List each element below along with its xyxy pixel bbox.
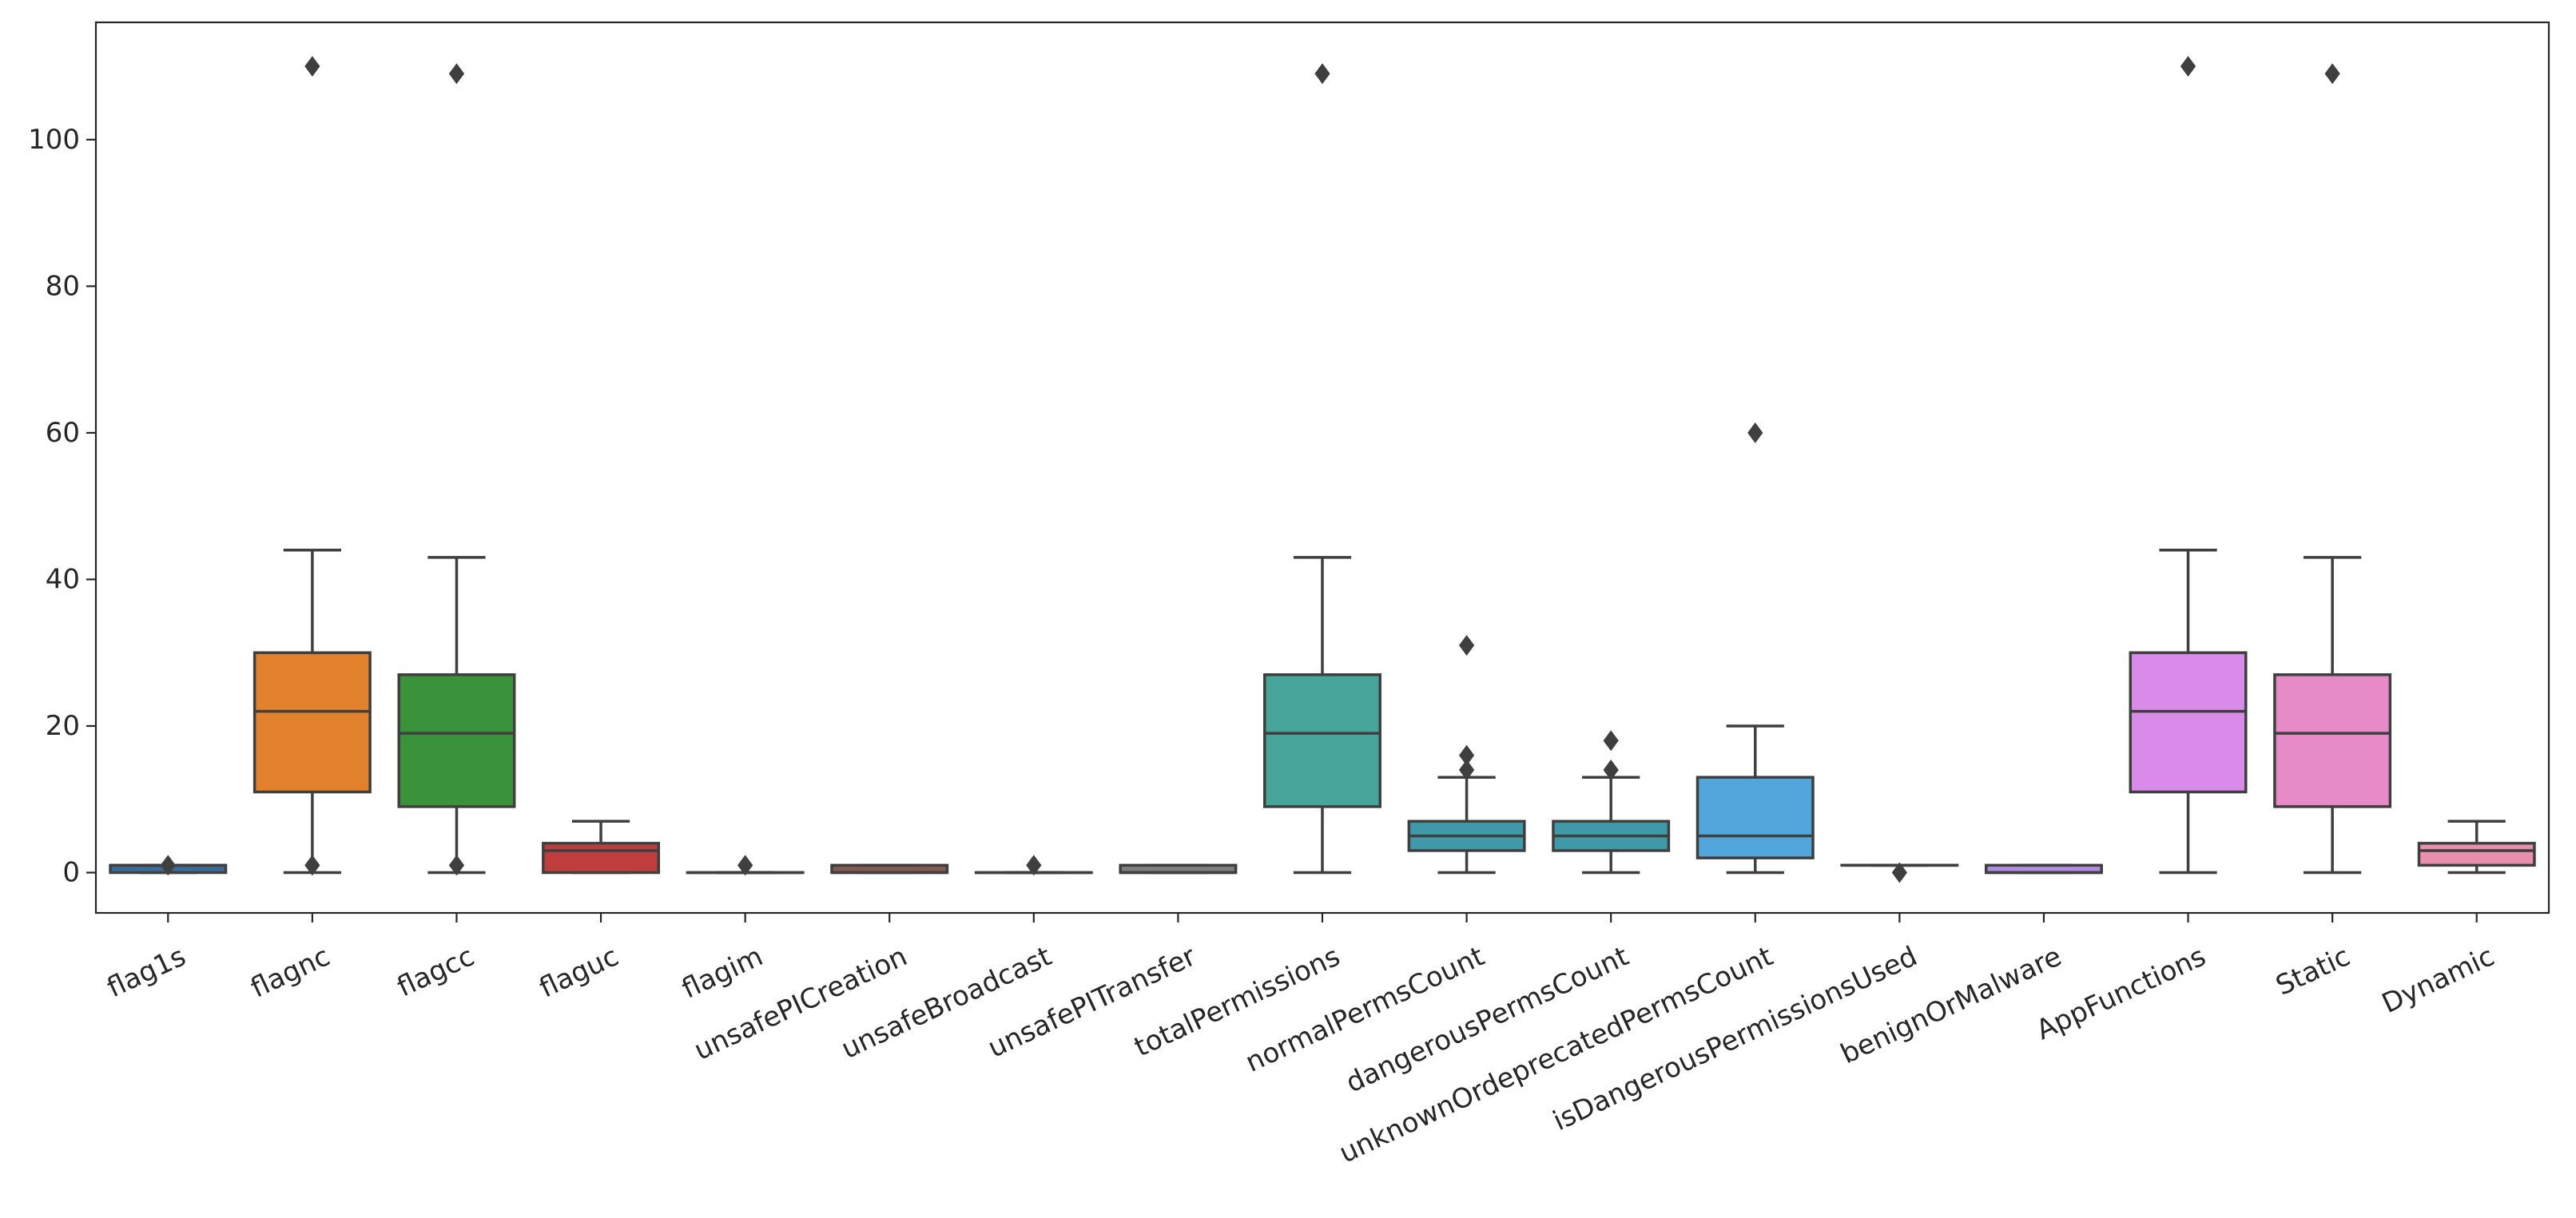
box-unsafePITransfer (1119, 863, 1238, 875)
box-unknownOrdeprecatedPermsCount (1695, 422, 1815, 875)
outlier-point (737, 855, 753, 876)
outlier-point (304, 56, 320, 77)
outlier-point (1458, 760, 1475, 781)
outlier-point (304, 855, 320, 876)
iqr-box (252, 651, 372, 794)
outlier-point (2180, 56, 2196, 77)
box-normalPermsCount (1407, 635, 1526, 875)
iqr-box (2273, 672, 2392, 808)
box-flagnc (252, 56, 372, 876)
box-flaguc (542, 819, 661, 875)
y-tick-label: 60 (46, 417, 80, 449)
outlier-point (1891, 862, 1907, 883)
iqr-box (397, 672, 516, 808)
y-axis: 0 20 40 60 80 100 (28, 124, 96, 889)
iqr-box (2129, 651, 2248, 794)
y-tick-label: 40 (46, 563, 80, 595)
outlier-point (2324, 63, 2340, 85)
iqr-box (2417, 842, 2536, 867)
box-Dynamic (2417, 819, 2536, 875)
iqr-box (542, 842, 661, 875)
box-totalPermissions (1263, 63, 1381, 875)
y-tick-label: 0 (62, 857, 80, 889)
outlier-point (1458, 635, 1475, 657)
box-flagcc (397, 63, 516, 876)
plot-frame (94, 21, 2550, 914)
box-dangerousPermsCount (1552, 730, 1671, 875)
outlier-point (448, 63, 465, 85)
box-unsafeBroadcast (974, 855, 1093, 876)
outlier-point (160, 855, 176, 876)
box-unsafePICreation (830, 863, 949, 875)
y-tick-label: 20 (46, 710, 80, 742)
box-AppFunctions (2129, 56, 2248, 875)
plot-area (109, 56, 2536, 883)
outlier-point (448, 855, 465, 876)
outlier-point (1314, 63, 1330, 85)
outlier-point (1603, 760, 1619, 781)
box-isDangerousPermissionsUsed (1840, 862, 1959, 883)
box-flagim (686, 855, 805, 876)
outlier-point (1603, 730, 1619, 752)
iqr-box (1263, 672, 1381, 808)
y-tick-label: 100 (28, 124, 80, 156)
y-tick-label: 80 (46, 270, 80, 302)
outlier-point (1026, 855, 1042, 876)
box-flag1s (109, 855, 228, 876)
box-Static (2273, 63, 2392, 875)
outlier-point (1747, 422, 1763, 443)
box-benignOrMalware (1984, 863, 2103, 875)
iqr-box (1695, 776, 1815, 859)
